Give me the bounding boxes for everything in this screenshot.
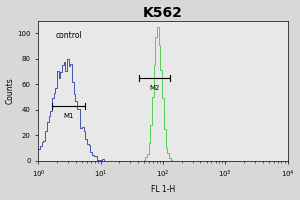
Text: control: control xyxy=(56,31,83,40)
Text: M2: M2 xyxy=(150,85,160,91)
Text: M1: M1 xyxy=(63,113,74,119)
X-axis label: FL 1-H: FL 1-H xyxy=(151,185,175,194)
Title: K562: K562 xyxy=(143,6,183,20)
Y-axis label: Counts: Counts xyxy=(6,77,15,104)
